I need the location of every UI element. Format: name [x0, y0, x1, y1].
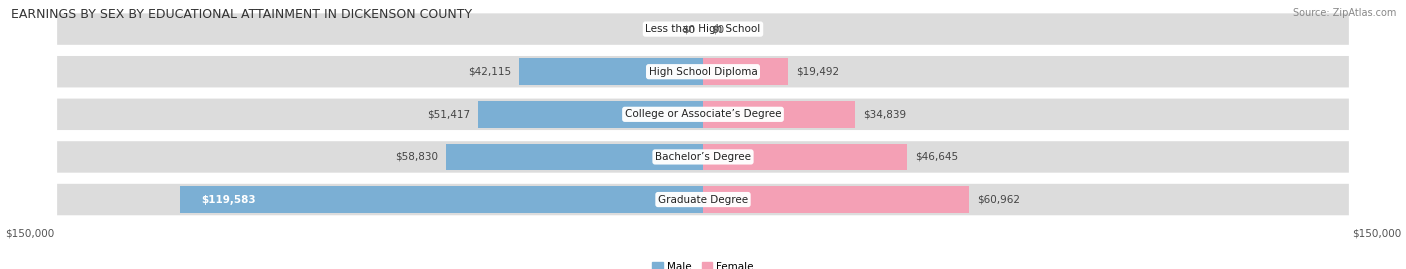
Text: $0: $0	[682, 24, 695, 34]
Text: $42,115: $42,115	[468, 67, 510, 77]
FancyBboxPatch shape	[58, 141, 1348, 173]
Text: $0: $0	[711, 24, 724, 34]
Text: $150,000: $150,000	[4, 229, 53, 239]
Bar	[703, 186, 970, 213]
Text: High School Diploma: High School Diploma	[648, 67, 758, 77]
Bar	[180, 186, 703, 213]
FancyBboxPatch shape	[58, 13, 1348, 45]
Text: $46,645: $46,645	[915, 152, 957, 162]
Bar	[703, 144, 907, 170]
Bar	[519, 58, 703, 85]
FancyBboxPatch shape	[58, 56, 1348, 87]
Bar	[703, 58, 789, 85]
FancyBboxPatch shape	[58, 99, 1348, 130]
Text: Less than High School: Less than High School	[645, 24, 761, 34]
Text: $150,000: $150,000	[1353, 229, 1402, 239]
Text: Graduate Degree: Graduate Degree	[658, 194, 748, 204]
Text: $60,962: $60,962	[977, 194, 1021, 204]
Legend: Male, Female: Male, Female	[652, 262, 754, 269]
Text: Source: ZipAtlas.com: Source: ZipAtlas.com	[1292, 8, 1396, 18]
Text: $58,830: $58,830	[395, 152, 437, 162]
Text: College or Associate’s Degree: College or Associate’s Degree	[624, 109, 782, 119]
Text: $34,839: $34,839	[863, 109, 907, 119]
Text: Bachelor’s Degree: Bachelor’s Degree	[655, 152, 751, 162]
Bar	[703, 101, 855, 128]
Text: $19,492: $19,492	[796, 67, 839, 77]
Text: $119,583: $119,583	[201, 194, 256, 204]
Bar	[478, 101, 703, 128]
Text: EARNINGS BY SEX BY EDUCATIONAL ATTAINMENT IN DICKENSON COUNTY: EARNINGS BY SEX BY EDUCATIONAL ATTAINMEN…	[11, 8, 472, 21]
Text: $51,417: $51,417	[427, 109, 471, 119]
FancyBboxPatch shape	[58, 184, 1348, 215]
Bar	[446, 144, 703, 170]
